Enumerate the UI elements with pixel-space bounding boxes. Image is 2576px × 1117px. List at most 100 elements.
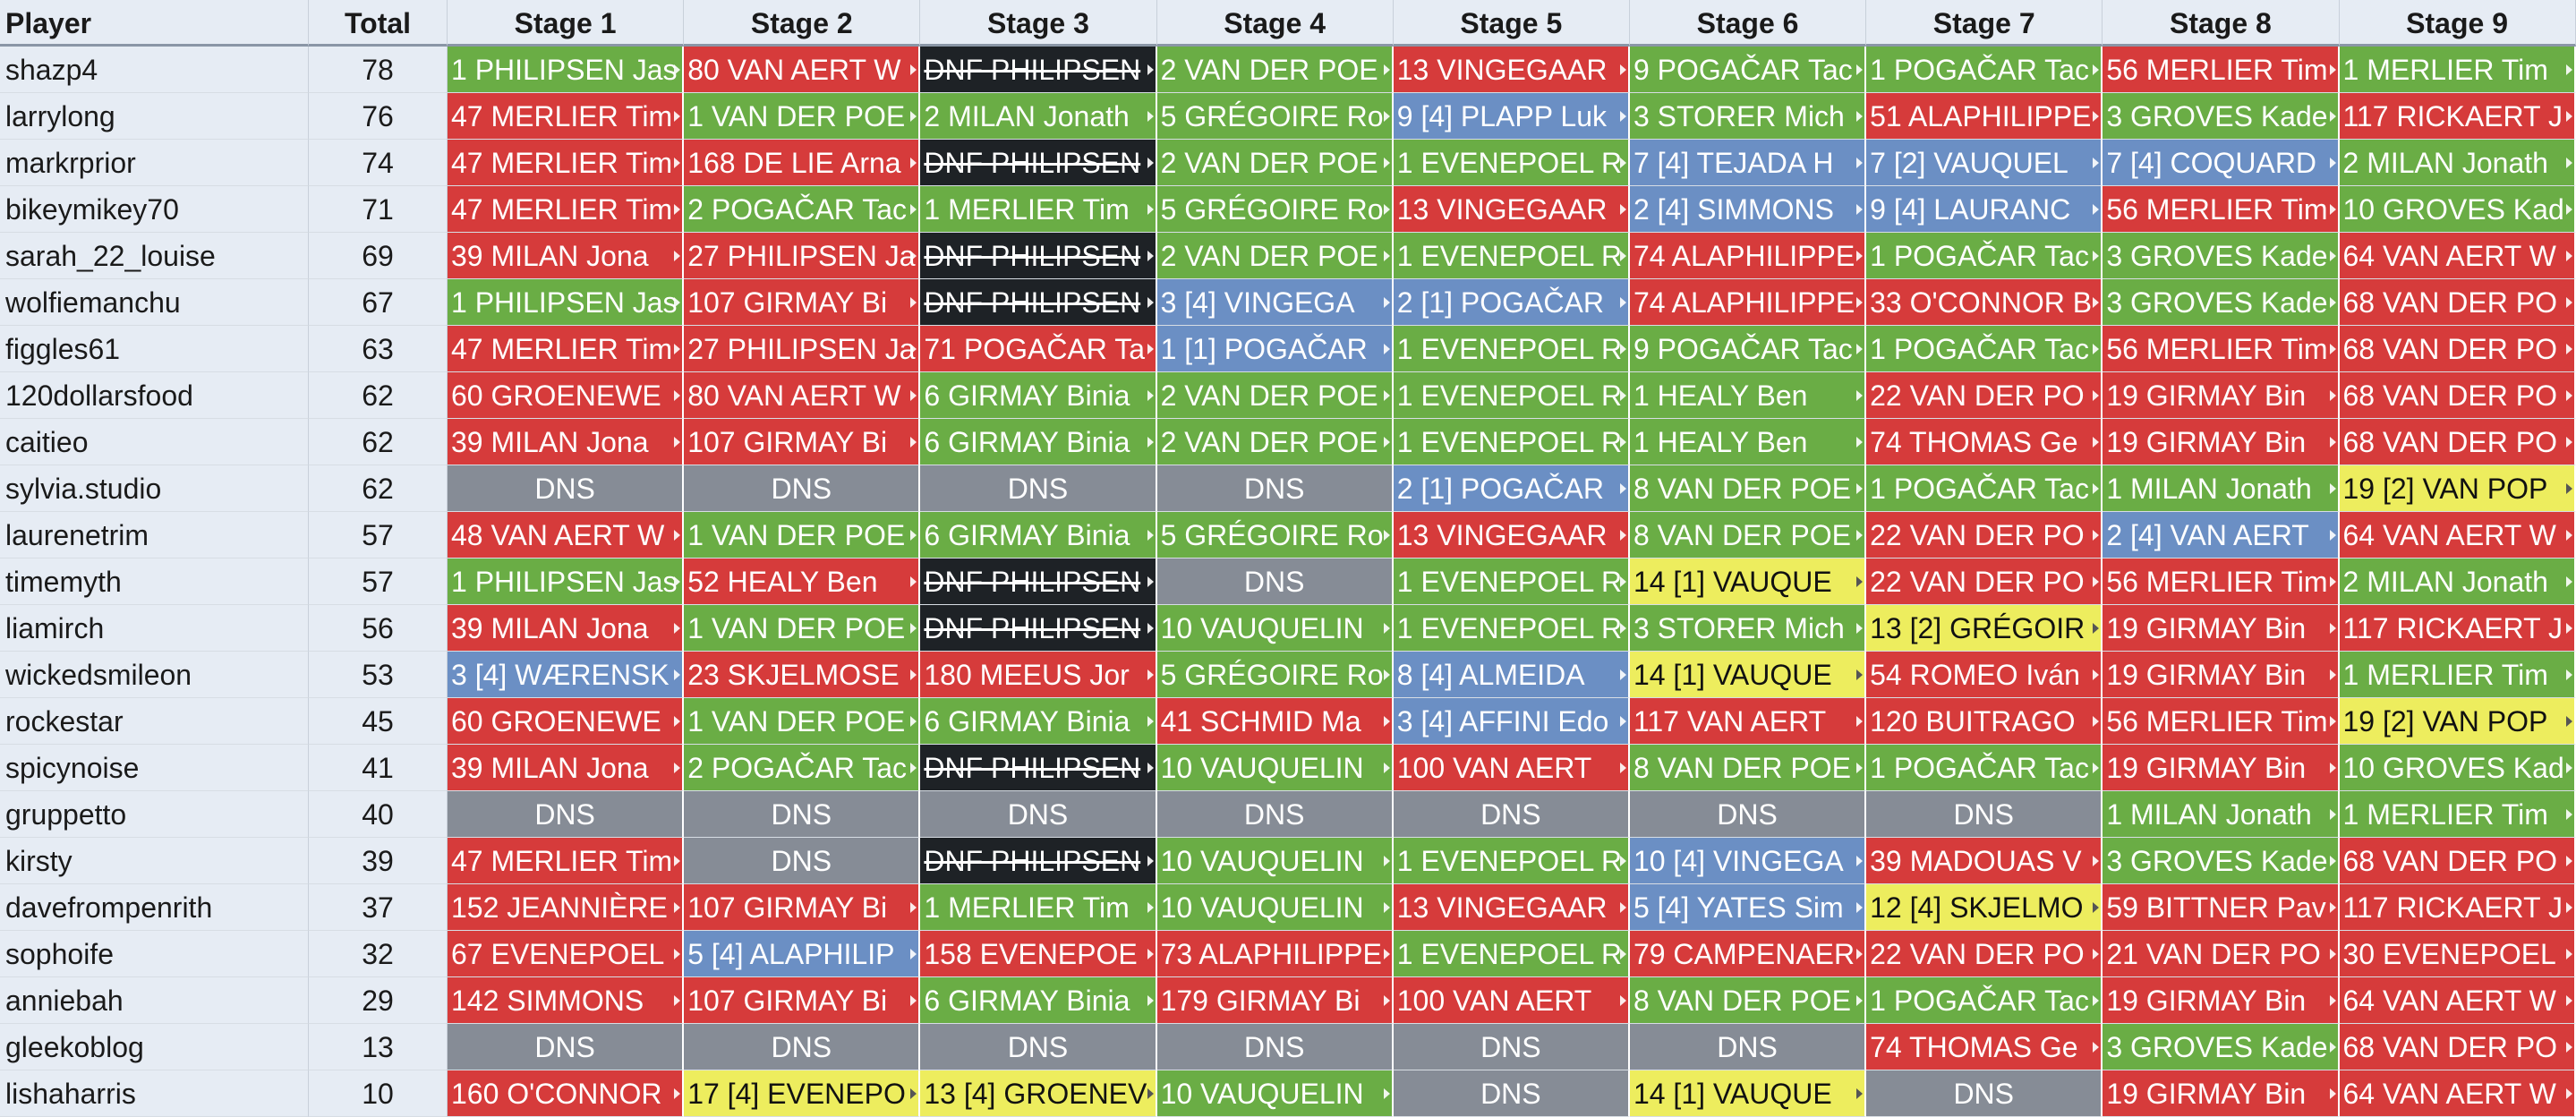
- header-stage-4[interactable]: Stage 4: [1156, 0, 1394, 47]
- stage-pick-cell[interactable]: 19 GIRMAY Bin: [2103, 372, 2340, 419]
- stage-pick-cell[interactable]: 5 GRÉGOIRE Ro: [1156, 652, 1394, 698]
- player-name-cell[interactable]: davefrompenrith: [0, 884, 309, 931]
- stage-pick-cell[interactable]: 6 GIRMAY Binia: [920, 372, 1157, 419]
- stage-pick-cell[interactable]: 5 [4] ALAPHILIP: [684, 931, 921, 977]
- total-score-cell[interactable]: 67: [309, 279, 448, 326]
- stage-pick-cell[interactable]: 1 MILAN Jonath: [2103, 791, 2340, 838]
- stage-pick-cell[interactable]: 39 MILAN Jona: [448, 605, 685, 652]
- stage-pick-cell[interactable]: 64 VAN AERT W: [2339, 233, 2576, 279]
- stage-pick-cell[interactable]: 1 POGAČAR Tac: [1866, 326, 2103, 372]
- player-name-cell[interactable]: larrylong: [0, 93, 309, 140]
- stage-pick-cell[interactable]: 117 RICKAERT J: [2339, 93, 2576, 140]
- stage-pick-cell[interactable]: 1 EVENEPOEL R: [1393, 419, 1630, 465]
- stage-pick-cell[interactable]: 47 MERLIER Tim: [448, 140, 685, 186]
- stage-pick-cell[interactable]: 9 [4] LAURANC: [1866, 186, 2103, 233]
- stage-pick-cell[interactable]: 152 JEANNIÈRE: [448, 884, 685, 931]
- stage-pick-cell[interactable]: DNS: [448, 791, 685, 838]
- stage-pick-cell[interactable]: 39 MILAN Jona: [448, 745, 685, 791]
- total-score-cell[interactable]: 57: [309, 512, 448, 558]
- stage-pick-cell[interactable]: 9 POGAČAR Tac: [1629, 326, 1867, 372]
- stage-pick-cell[interactable]: 1 MILAN Jonath: [2103, 465, 2340, 512]
- stage-pick-cell[interactable]: 14 [1] VAUQUE: [1629, 652, 1867, 698]
- stage-pick-cell[interactable]: DNF PHILIPSEN: [920, 558, 1157, 605]
- stage-pick-cell[interactable]: 22 VAN DER PO: [1866, 558, 2103, 605]
- stage-pick-cell[interactable]: 47 MERLIER Tim: [448, 186, 685, 233]
- stage-pick-cell[interactable]: 10 VAUQUELIN: [1156, 605, 1394, 652]
- stage-pick-cell[interactable]: 19 GIRMAY Bin: [2103, 1070, 2340, 1117]
- player-name-cell[interactable]: bikeymikey70: [0, 186, 309, 233]
- stage-pick-cell[interactable]: 2 VAN DER POE: [1156, 233, 1394, 279]
- stage-pick-cell[interactable]: 3 GROVES Kade: [2103, 838, 2340, 884]
- stage-pick-cell[interactable]: 73 ALAPHILIPPE: [1156, 931, 1394, 977]
- stage-pick-cell[interactable]: 68 VAN DER PO: [2339, 419, 2576, 465]
- stage-pick-cell[interactable]: 8 VAN DER POE: [1629, 977, 1867, 1024]
- total-score-cell[interactable]: 74: [309, 140, 448, 186]
- total-score-cell[interactable]: 57: [309, 558, 448, 605]
- stage-pick-cell[interactable]: 10 [4] VINGEGA: [1629, 838, 1867, 884]
- total-score-cell[interactable]: 62: [309, 465, 448, 512]
- stage-pick-cell[interactable]: 9 [4] PLAPP Luk: [1393, 93, 1630, 140]
- total-score-cell[interactable]: 71: [309, 186, 448, 233]
- stage-pick-cell[interactable]: DNS: [1393, 791, 1630, 838]
- stage-pick-cell[interactable]: 12 [4] SKJELMO: [1866, 884, 2103, 931]
- stage-pick-cell[interactable]: 2 [1] POGAČAR: [1393, 279, 1630, 326]
- stage-pick-cell[interactable]: 3 [4] AFFINI Edo: [1393, 698, 1630, 745]
- stage-pick-cell[interactable]: 30 EVENEPOEL: [2339, 931, 2576, 977]
- stage-pick-cell[interactable]: 107 GIRMAY Bi: [684, 884, 921, 931]
- stage-pick-cell[interactable]: 19 GIRMAY Bin: [2103, 745, 2340, 791]
- stage-pick-cell[interactable]: 3 GROVES Kade: [2103, 233, 2340, 279]
- stage-pick-cell[interactable]: DNS: [1156, 791, 1394, 838]
- stage-pick-cell[interactable]: 1 PHILIPSEN Jas: [448, 279, 685, 326]
- stage-pick-cell[interactable]: 1 PHILIPSEN Jas: [448, 558, 685, 605]
- player-name-cell[interactable]: wickedsmileon: [0, 652, 309, 698]
- stage-pick-cell[interactable]: 2 [1] POGAČAR: [1393, 465, 1630, 512]
- stage-pick-cell[interactable]: 1 POGAČAR Tac: [1866, 977, 2103, 1024]
- stage-pick-cell[interactable]: DNS: [684, 465, 921, 512]
- stage-pick-cell[interactable]: 180 MEEUS Jor: [920, 652, 1157, 698]
- stage-pick-cell[interactable]: 117 RICKAERT J: [2339, 884, 2576, 931]
- stage-pick-cell[interactable]: DNS: [684, 791, 921, 838]
- total-score-cell[interactable]: 76: [309, 93, 448, 140]
- total-score-cell[interactable]: 62: [309, 419, 448, 465]
- stage-pick-cell[interactable]: 23 SKJELMOSE: [684, 652, 921, 698]
- stage-pick-cell[interactable]: 14 [1] VAUQUE: [1629, 1070, 1867, 1117]
- stage-pick-cell[interactable]: 5 [4] YATES Sim: [1629, 884, 1867, 931]
- stage-pick-cell[interactable]: DNS: [1629, 791, 1867, 838]
- stage-pick-cell[interactable]: 10 VAUQUELIN: [1156, 884, 1394, 931]
- stage-pick-cell[interactable]: DNS: [920, 465, 1157, 512]
- stage-pick-cell[interactable]: 19 GIRMAY Bin: [2103, 977, 2340, 1024]
- stage-pick-cell[interactable]: 6 GIRMAY Binia: [920, 698, 1157, 745]
- stage-pick-cell[interactable]: DNS: [1866, 791, 2103, 838]
- stage-pick-cell[interactable]: 107 GIRMAY Bi: [684, 279, 921, 326]
- stage-pick-cell[interactable]: 1 EVENEPOEL R: [1393, 233, 1630, 279]
- header-player[interactable]: Player: [0, 0, 309, 47]
- total-score-cell[interactable]: 62: [309, 372, 448, 419]
- stage-pick-cell[interactable]: 100 VAN AERT: [1393, 977, 1630, 1024]
- player-name-cell[interactable]: liamirch: [0, 605, 309, 652]
- stage-pick-cell[interactable]: 19 [2] VAN POP: [2339, 698, 2576, 745]
- header-stage-3[interactable]: Stage 3: [920, 0, 1157, 47]
- stage-pick-cell[interactable]: 13 VINGEGAAR: [1393, 884, 1630, 931]
- header-stage-8[interactable]: Stage 8: [2103, 0, 2340, 47]
- stage-pick-cell[interactable]: 7 [4] COQUARD: [2103, 140, 2340, 186]
- stage-pick-cell[interactable]: 39 MILAN Jona: [448, 233, 685, 279]
- stage-pick-cell[interactable]: 10 GROVES Kad: [2339, 745, 2576, 791]
- stage-pick-cell[interactable]: 13 VINGEGAAR: [1393, 47, 1630, 93]
- player-name-cell[interactable]: gruppetto: [0, 791, 309, 838]
- stage-pick-cell[interactable]: 2 [4] VAN AERT: [2103, 512, 2340, 558]
- stage-pick-cell[interactable]: 2 VAN DER POE: [1156, 140, 1394, 186]
- stage-pick-cell[interactable]: 51 ALAPHILIPPE: [1866, 93, 2103, 140]
- stage-pick-cell[interactable]: 5 GRÉGOIRE Ro: [1156, 186, 1394, 233]
- stage-pick-cell[interactable]: 56 MERLIER Tim: [2103, 186, 2340, 233]
- stage-pick-cell[interactable]: DNS: [1866, 1070, 2103, 1117]
- player-name-cell[interactable]: timemyth: [0, 558, 309, 605]
- stage-pick-cell[interactable]: DNS: [1156, 465, 1394, 512]
- stage-pick-cell[interactable]: 64 VAN AERT W: [2339, 1070, 2576, 1117]
- stage-pick-cell[interactable]: 1 HEALY Ben: [1629, 419, 1867, 465]
- stage-pick-cell[interactable]: 1 POGAČAR Tac: [1866, 47, 2103, 93]
- stage-pick-cell[interactable]: 19 GIRMAY Bin: [2103, 605, 2340, 652]
- total-score-cell[interactable]: 41: [309, 745, 448, 791]
- stage-pick-cell[interactable]: 1 MERLIER Tim: [2339, 652, 2576, 698]
- stage-pick-cell[interactable]: 1 EVENEPOEL R: [1393, 931, 1630, 977]
- stage-pick-cell[interactable]: 1 MERLIER Tim: [920, 186, 1157, 233]
